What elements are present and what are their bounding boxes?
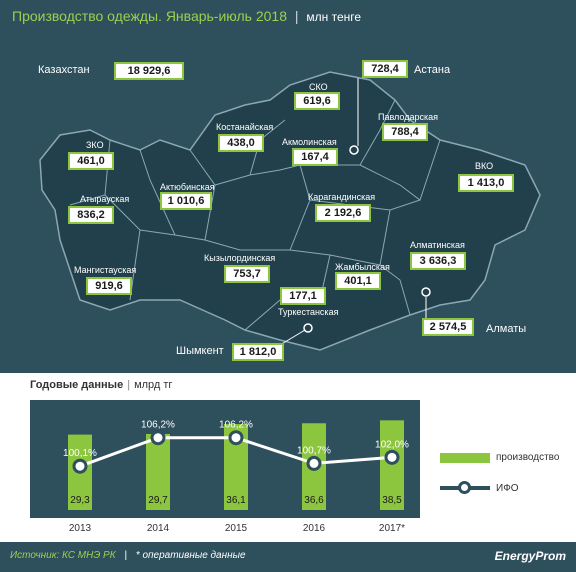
region-label-mangystau: Мангистауская xyxy=(74,265,137,275)
region-label-aktobe: Актюбинская xyxy=(160,182,215,192)
region-label-atyrau: Атырауская xyxy=(80,194,130,204)
ifo-point-4 xyxy=(384,449,400,465)
title-separator: | xyxy=(294,8,299,24)
bar-label-0: 29,3 xyxy=(70,495,90,506)
annual-title-bold: Годовые данные xyxy=(30,379,124,391)
ifo-label-1: 106,2% xyxy=(141,420,175,431)
region-value-mangystau: 919,6 xyxy=(86,277,132,295)
legend-ifo-dot xyxy=(458,481,471,494)
region-value-vko: 1 413,0 xyxy=(458,174,514,192)
ifo-label-3: 100,7% xyxy=(297,445,331,456)
region-value-kostanay: 438,0 xyxy=(218,134,264,152)
city-value-shymkent: 1 812,0 xyxy=(232,343,284,361)
legend-production-label: производство xyxy=(496,452,560,463)
region-value-kyzylorda: 753,7 xyxy=(224,265,270,283)
region-label-zko: ЗКО xyxy=(86,140,104,150)
ifo-label-2: 106,2% xyxy=(219,420,253,431)
city-label-astana: Астана xyxy=(414,64,451,76)
ifo-point-3 xyxy=(306,455,322,471)
region-value-turkestan: 177,1 xyxy=(280,287,326,305)
category-label-1: 2014 xyxy=(147,523,170,534)
category-label-2: 2015 xyxy=(225,523,248,534)
annual-title: Годовые данные | млрд тг xyxy=(30,379,172,391)
city-label-shymkent: Шымкент xyxy=(176,345,224,357)
footer-source-block: Источник: КС МНЭ РК | * оперативные данн… xyxy=(10,550,246,561)
bar-1 xyxy=(146,433,170,510)
region-label-turkestan: Туркестанская xyxy=(278,307,339,317)
shymkent-leader xyxy=(279,329,306,346)
kazakhstan-map xyxy=(39,71,541,351)
region-label-sko: СКО xyxy=(309,82,328,92)
bar-label-3: 36,6 xyxy=(304,495,324,506)
city-label-almaty: Алматы xyxy=(486,323,527,335)
total-value: 18 929,6 xyxy=(114,62,184,80)
city-value-almaty: 2 574,5 xyxy=(422,318,474,336)
bar-label-1: 29,7 xyxy=(148,495,168,506)
region-value-pavlodar: 788,4 xyxy=(382,123,428,141)
footer-separator: | xyxy=(124,550,128,561)
bar-label-2: 36,1 xyxy=(226,495,246,506)
region-label-almatyobl: Алматинская xyxy=(410,240,465,250)
bar-4 xyxy=(380,420,404,510)
city-value-astana: 728,4 xyxy=(362,60,408,78)
footer: Источник: КС МНЭ РК | * оперативные данн… xyxy=(0,542,576,572)
ifo-point-1 xyxy=(150,430,166,446)
region-label-akmola: Акмолинская xyxy=(282,137,337,147)
almaty-marker xyxy=(421,287,431,297)
region-label-kyzylorda: Кызылординская xyxy=(204,253,276,263)
legend-ifo-label: ИФО xyxy=(496,483,519,494)
kazakhstan-outline xyxy=(39,71,541,351)
footer-source: Источник: КС МНЭ РК xyxy=(10,550,116,561)
region-label-zhambyl: Жамбылская xyxy=(335,262,390,272)
region-value-karaganda: 2 192,6 xyxy=(315,204,371,222)
annual-title-separator: | xyxy=(127,379,131,391)
annual-title-unit: млрд тг xyxy=(134,379,173,391)
region-label-pavlodar: Павлодарская xyxy=(378,112,438,122)
region-value-atyrau: 836,2 xyxy=(68,206,114,224)
ifo-point-2 xyxy=(228,430,244,446)
shymkent-marker xyxy=(303,323,313,333)
category-label-3: 2016 xyxy=(303,523,326,534)
page-title: Производство одежды. Январь-июль 2018 | … xyxy=(12,8,361,24)
region-label-karaganda: Карагандинская xyxy=(308,192,376,202)
energyprom-logo: EnergyProm xyxy=(494,549,566,563)
category-label-4: 2017* xyxy=(379,523,405,534)
total-label: Казахстан xyxy=(38,64,90,76)
ifo-point-0 xyxy=(72,458,88,474)
region-value-zko: 461,0 xyxy=(68,152,114,170)
legend-production-swatch xyxy=(440,453,490,463)
title-text: Производство одежды. Январь-июль 2018 xyxy=(12,8,287,24)
region-value-almatyobl: 3 636,3 xyxy=(410,252,466,270)
title-unit: млн тенге xyxy=(306,10,362,24)
bar-label-4: 38,5 xyxy=(382,495,402,506)
region-value-akmola: 167,4 xyxy=(292,148,338,166)
category-label-0: 2013 xyxy=(69,523,92,534)
region-label-vko: ВКО xyxy=(475,161,494,171)
region-label-kostanay: Костанайская xyxy=(216,122,274,132)
footer-note: * оперативные данные xyxy=(135,550,246,561)
ifo-label-4: 102,0% xyxy=(375,439,409,450)
region-value-aktobe: 1 010,6 xyxy=(160,192,212,210)
astana-marker xyxy=(349,145,359,155)
ifo-label-0: 100,1% xyxy=(63,448,97,459)
region-value-zhambyl: 401,1 xyxy=(335,272,381,290)
region-value-sko: 619,6 xyxy=(294,92,340,110)
